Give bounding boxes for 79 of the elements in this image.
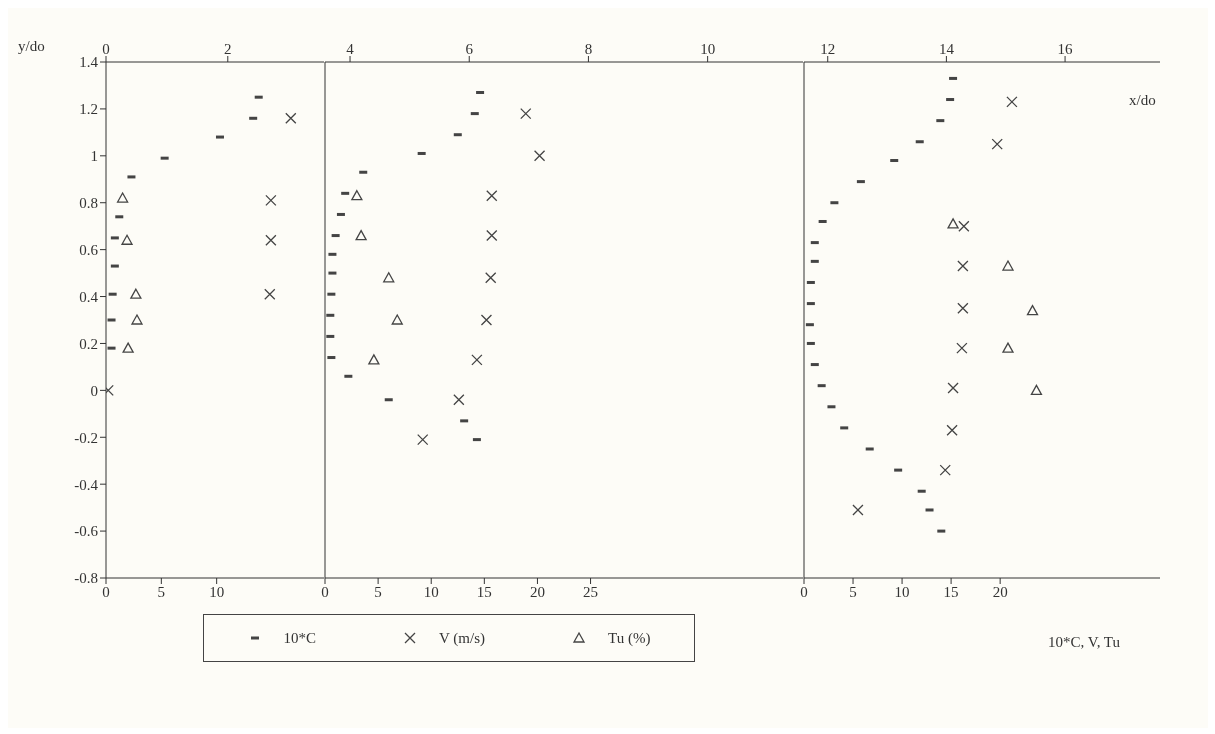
point <box>453 394 465 406</box>
point <box>956 342 968 354</box>
y-tick-label: -0.2 <box>74 429 98 446</box>
point <box>383 272 395 283</box>
point <box>957 260 969 272</box>
y-tick-label: 0 <box>90 382 98 399</box>
x2-tick-label: 2 <box>224 41 232 57</box>
x2-tick-label: 4 <box>346 41 355 57</box>
point <box>116 192 129 203</box>
x2-tick-label: 12 <box>820 41 836 57</box>
point <box>417 433 429 446</box>
x-tick-label: 15 <box>476 583 492 600</box>
point <box>264 288 276 300</box>
x-tick-label: 5 <box>374 583 382 600</box>
x2-tick-label: 6 <box>465 41 474 57</box>
point <box>1002 342 1014 353</box>
point <box>1026 304 1039 316</box>
point <box>486 190 498 202</box>
x-tick-label: 10 <box>894 583 910 600</box>
x-tick-label: 10 <box>423 583 439 600</box>
x2-tick-label: 0 <box>102 41 110 57</box>
point <box>355 229 367 241</box>
point <box>957 302 969 314</box>
point <box>486 229 498 242</box>
legend-label: Tu (%) <box>608 629 651 647</box>
x-tick-label: 20 <box>992 583 1008 600</box>
legend-label: V (m/s) <box>439 629 486 647</box>
point <box>1002 260 1014 271</box>
x-tick-label: 0 <box>321 583 329 600</box>
x-tick-label: 5 <box>849 583 857 600</box>
point <box>991 138 1003 150</box>
y-tick-label: -0.6 <box>74 523 99 540</box>
y-tick-label: 1.4 <box>79 54 99 71</box>
x-axis-title: 10*C, V, Tu <box>1048 634 1120 651</box>
y-tick-label: 0.8 <box>79 195 98 212</box>
x-tick-label: 25 <box>583 583 599 600</box>
x-tick-label: 0 <box>800 583 808 600</box>
x-tick-label: 5 <box>157 583 166 600</box>
point <box>122 342 134 353</box>
point <box>939 464 951 476</box>
y-tick-label: -0.4 <box>74 476 99 493</box>
x-tick-label: 0 <box>102 583 110 600</box>
point <box>131 314 143 325</box>
point <box>947 382 959 394</box>
x2-tick-label: 10 <box>700 41 716 57</box>
x2-axis-title: x/do <box>1129 92 1156 109</box>
y-tick-label: -0.8 <box>74 570 98 587</box>
point <box>368 354 380 365</box>
point <box>1006 96 1018 108</box>
point <box>285 112 297 124</box>
y-axis-title: y/do <box>18 38 45 55</box>
point <box>351 190 363 201</box>
x2-tick-label: 14 <box>938 41 955 57</box>
point <box>130 288 142 299</box>
point <box>471 354 483 366</box>
point <box>1030 384 1043 396</box>
point <box>265 194 277 207</box>
point <box>852 504 864 516</box>
point <box>533 150 546 162</box>
x2-tick-label: 8 <box>584 41 593 57</box>
point <box>947 218 959 229</box>
point <box>958 220 970 232</box>
point <box>391 314 403 325</box>
y-tick-label: 0.2 <box>79 335 98 352</box>
x-tick-label: 10 <box>209 583 225 600</box>
y-tick-label: 0.4 <box>79 288 99 305</box>
y-tick-label: 1 <box>90 148 98 165</box>
point <box>121 234 133 245</box>
x-tick-label: 15 <box>943 583 959 600</box>
x-tick-label: 20 <box>529 583 545 600</box>
y-tick-label: 0.6 <box>79 241 99 258</box>
point <box>946 424 958 436</box>
point <box>485 272 497 284</box>
legend-label: 10*C <box>283 629 317 647</box>
point <box>480 314 493 326</box>
x2-tick-label: 16 <box>1057 41 1074 57</box>
point <box>265 234 277 246</box>
y-tick-label: 1.2 <box>79 101 98 118</box>
point <box>520 107 532 120</box>
